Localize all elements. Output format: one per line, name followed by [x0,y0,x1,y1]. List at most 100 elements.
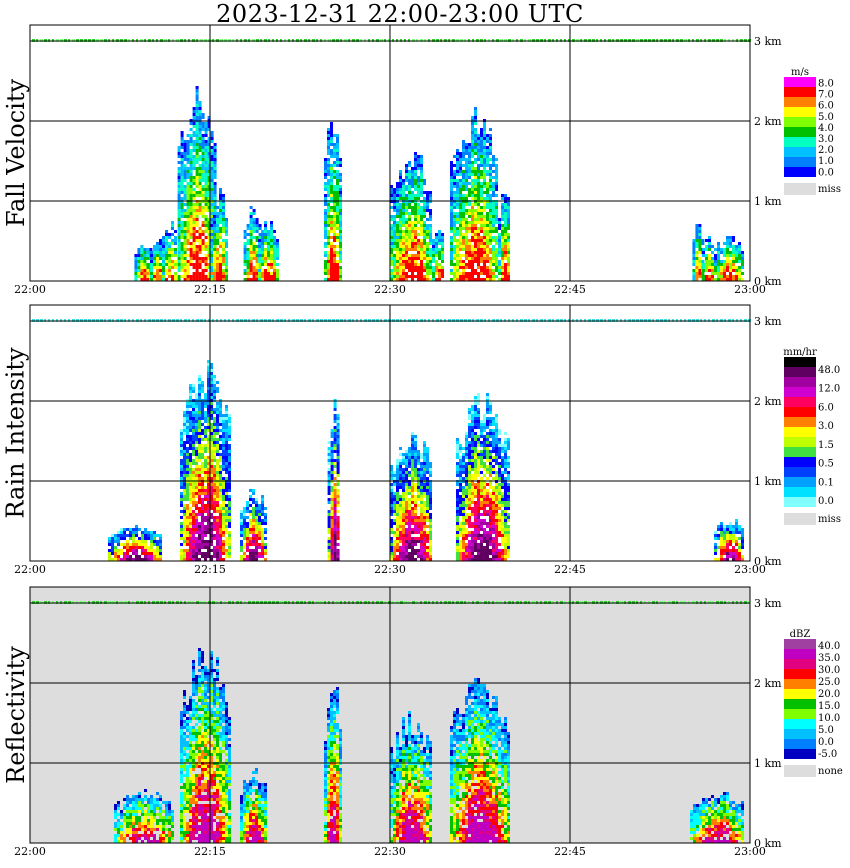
echo-cell [213,447,216,450]
echo-cell [192,263,196,266]
echo-cell [417,456,420,459]
echo-cell [429,191,432,194]
echo-cell [198,182,202,185]
echo-cell [402,537,405,540]
echo-cell [420,474,423,477]
echo-cell [123,528,126,531]
echo-cell [720,272,723,275]
echo-cell [201,152,205,155]
echo-cell [420,483,423,486]
echo-cell [336,558,340,561]
echo-cell [261,528,264,531]
echo-cell [324,218,327,221]
echo-cell [207,167,211,170]
echo-cell [339,203,342,206]
echo-cell [327,468,331,471]
echo-cell [198,432,201,435]
echo-cell [252,498,255,501]
echo-cell [198,534,201,537]
echo-cell [327,140,330,143]
echo-cell [423,248,426,251]
echo-cell [207,263,211,266]
echo-cell [474,248,477,251]
echo-cell [426,552,429,555]
echo-cell [264,221,267,224]
echo-cell [414,489,417,492]
echo-cell [717,275,720,278]
echo-cell [732,260,735,263]
echo-cell [402,492,405,495]
echo-cell [255,525,258,528]
echo-cell [405,498,408,501]
echo-cell [414,239,417,242]
echo-cell [192,387,195,390]
echo-cell [399,531,402,534]
echo-cell [501,266,504,269]
echo-cell [201,134,205,137]
echo-cell [507,218,510,221]
echo-cell [477,278,480,281]
echo-cell [207,540,210,543]
echo-cell [162,245,165,248]
echo-cell [270,221,273,224]
echo-cell [417,540,420,543]
echo-cell [417,185,420,188]
echo-cell [393,248,396,251]
echo-cell [258,519,261,522]
echo-cell [729,275,732,278]
echo-cell [414,456,417,459]
echo-cell [258,504,261,507]
echo-cell [189,248,193,251]
echo-cell [483,149,486,152]
echo-cell [207,429,210,432]
echo-cell [174,248,177,251]
echo-cell [450,230,453,233]
echo-cell [225,239,228,242]
echo-cell [741,257,744,260]
echo-cell [177,275,181,278]
echo-cell [441,233,444,236]
echo-cell [486,275,489,278]
echo-cell [222,444,225,447]
echo-cell [414,468,417,471]
echo-cell [198,426,201,429]
echo-cell [255,224,259,227]
echo-cell [396,248,399,251]
echo-cell [483,152,486,155]
echo-cell [492,164,495,167]
echo-cell [411,438,414,441]
echo-cell [459,161,462,164]
echo-cell [243,516,246,519]
echo-cell [156,260,159,263]
echo-cell [474,107,477,110]
echo-cell [258,248,261,251]
echo-cell [399,197,402,200]
echo-cell [402,185,405,188]
echo-cell [324,260,327,263]
echo-cell [219,188,222,191]
echo-cell [201,221,205,224]
echo-cell [489,257,492,260]
echo-cell [738,269,741,272]
echo-cell [417,459,420,462]
echo-cell [141,537,144,540]
echo-cell [492,215,495,218]
echo-cell [183,531,186,534]
echo-cell [159,558,162,561]
echo-cell [333,251,336,254]
echo-cell [261,522,264,525]
echo-cell [204,528,207,531]
echo-cell [270,224,273,227]
echo-cell [429,555,432,558]
echo-cell [195,540,198,543]
echo-cell [414,206,417,209]
echo-cell [213,498,216,501]
echo-cell [216,510,219,513]
echo-cell [195,101,199,104]
echo-cell [396,504,399,507]
echo-cell [692,248,696,251]
echo-cell [213,423,216,426]
echo-cell [411,257,414,260]
echo-cell [711,245,714,248]
